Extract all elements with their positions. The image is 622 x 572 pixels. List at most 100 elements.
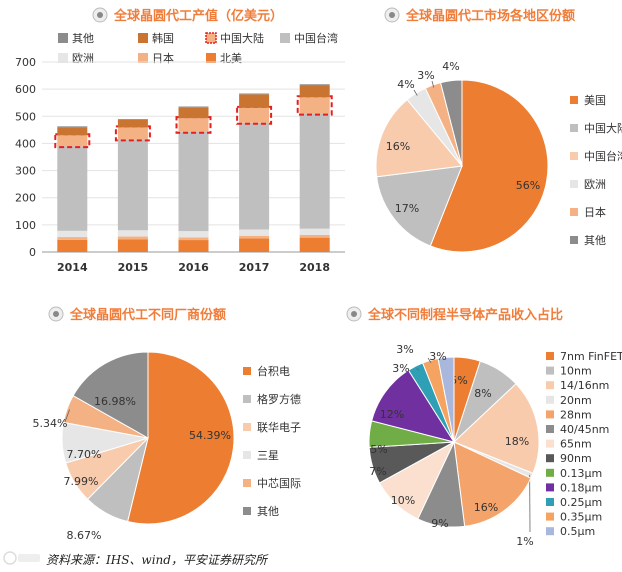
- bar-segment: [299, 85, 330, 98]
- legend-swatch: [206, 53, 216, 63]
- y-tick-label: 100: [15, 219, 36, 232]
- legend-label: 其他: [257, 505, 279, 518]
- bar-segment: [299, 237, 330, 252]
- legend-swatch: [570, 236, 578, 244]
- slice-label: 7%: [369, 465, 386, 478]
- legend-swatch: [546, 527, 554, 536]
- leader-line: [64, 409, 70, 423]
- region-share-chart: 全球晶圆代工市场各地区份额 56%17%16%4%3%4%美国中国大陆中国台湾欧…: [375, 7, 622, 253]
- legend-swatch: [570, 124, 578, 132]
- legend-label: 韩国: [152, 31, 174, 45]
- bar-segment: [178, 131, 209, 232]
- bar-segment: [117, 239, 148, 252]
- slice-label: 7.99%: [64, 475, 99, 488]
- legend-swatch: [243, 507, 251, 515]
- bar-segment: [239, 122, 270, 230]
- bar-segment: [57, 146, 88, 231]
- legend-swatch: [243, 423, 251, 431]
- legend-swatch: [243, 367, 251, 375]
- bar-segment: [117, 119, 148, 128]
- legend-swatch: [546, 425, 554, 433]
- bar-segment: [178, 240, 209, 252]
- bar-segment: [178, 231, 209, 238]
- legend-label: 90nm: [560, 452, 592, 465]
- bar-segment: [239, 93, 270, 95]
- legend-swatch: [546, 395, 554, 404]
- chart-title: 全球晶圆代工市场各地区份额: [405, 8, 575, 24]
- legend-swatch: [138, 53, 148, 63]
- legend-label: 中国台湾: [294, 31, 338, 45]
- legend-label: 台积电: [257, 364, 290, 378]
- slice-label: 10%: [391, 494, 415, 507]
- bar-segment: [239, 229, 270, 236]
- legend-swatch: [546, 498, 554, 506]
- legend-label: 0.18μm: [560, 481, 602, 494]
- legend-label: 三星: [257, 449, 279, 462]
- bar-segment: [239, 94, 270, 108]
- bar-segment: [239, 235, 270, 239]
- bar-segment: [178, 107, 209, 119]
- source-note: 资料来源：IHS、wind，平安证券研究所: [46, 553, 267, 567]
- slice-label: 18%: [505, 435, 529, 448]
- legend-label: 其他: [72, 32, 94, 45]
- slice-label: 8%: [474, 387, 491, 400]
- slice-label: 17%: [395, 202, 419, 215]
- pie-slice: [437, 356, 455, 443]
- bar-segment: [299, 84, 330, 86]
- process-node-chart: 全球不同制程半导体产品收入占比 5% 8% 18% 1% 16% 9% 10% 7% 5% 12%…: [346, 306, 622, 548]
- bar-segment: [117, 127, 148, 140]
- process-node-panel: 全球不同制程半导体产品收入占比 5% 8% 18% 1% 16% 9% 10% 7% 5% 12%…: [320, 290, 622, 555]
- legend-label: 0.13μm: [560, 467, 602, 480]
- x-tick-label: 2014: [57, 261, 88, 274]
- pie-slice: [371, 369, 456, 443]
- legend-label: 中国台湾: [584, 149, 622, 163]
- bar-segment: [178, 237, 209, 241]
- bar-segment: [239, 238, 270, 252]
- legend-swatch: [570, 152, 578, 160]
- legend-label: 0.5μm: [560, 525, 595, 538]
- pie-slice: [376, 165, 463, 247]
- watermark-logo-icon: [3, 551, 40, 565]
- legend-swatch: [546, 454, 554, 463]
- slice-label: 12%: [380, 408, 404, 421]
- region-share-panel: 全球晶圆代工市场各地区份额 56%17%16%4%3%4%美国中国大陆中国台湾欧…: [350, 0, 622, 285]
- legend-label: 其他: [584, 234, 606, 247]
- legend-swatch: [205, 32, 217, 44]
- leader-line: [416, 368, 420, 371]
- bar-segment: [299, 234, 330, 238]
- legend-label: 中国大陆: [220, 31, 264, 45]
- pie-slice: [440, 79, 463, 167]
- bar-segment: [57, 126, 88, 128]
- legend-swatch: [570, 180, 578, 188]
- legend-label: 中国大陆: [584, 121, 622, 135]
- legend-label: 欧洲: [72, 52, 94, 65]
- y-tick-label: 0: [29, 246, 36, 259]
- legend-label: 40/45nm: [560, 423, 609, 436]
- legend-label: 格罗方德: [257, 392, 301, 406]
- legend-swatch: [570, 208, 578, 216]
- pie-slice: [126, 351, 235, 525]
- y-tick-label: 400: [15, 137, 36, 150]
- slice-label: 16%: [386, 140, 410, 153]
- chart-title: 全球晶圆代工产值（亿美元）: [113, 8, 283, 24]
- legend-swatch: [58, 33, 68, 43]
- bar-segment: [299, 228, 330, 235]
- chart-title: 全球晶圆代工不同厂商份额: [69, 307, 226, 323]
- foundry-revenue-panel: 全球晶圆代工产值（亿美元） 其他 韩国 中国大陆 中国台湾 欧洲 日本 北美 0 100 200…: [0, 0, 350, 285]
- bar-segment: [178, 118, 209, 132]
- chart-title: 全球不同制程半导体产品收入占比: [367, 307, 563, 323]
- y-tick-label: 200: [15, 192, 36, 205]
- legend-swatch: [546, 381, 554, 390]
- legend-swatch: [546, 483, 554, 492]
- title-bullet-icon: [384, 7, 400, 23]
- slice-label: 4%: [442, 60, 459, 73]
- slice-label: 56%: [516, 179, 540, 192]
- x-tick-label: 2015: [118, 261, 149, 274]
- legend-label: 欧洲: [584, 178, 606, 191]
- bar-segment: [117, 236, 148, 240]
- bar-segment: [57, 127, 88, 136]
- slice-label: 3%: [396, 343, 413, 356]
- legend-swatch: [243, 395, 251, 403]
- legend-swatch: [546, 512, 554, 521]
